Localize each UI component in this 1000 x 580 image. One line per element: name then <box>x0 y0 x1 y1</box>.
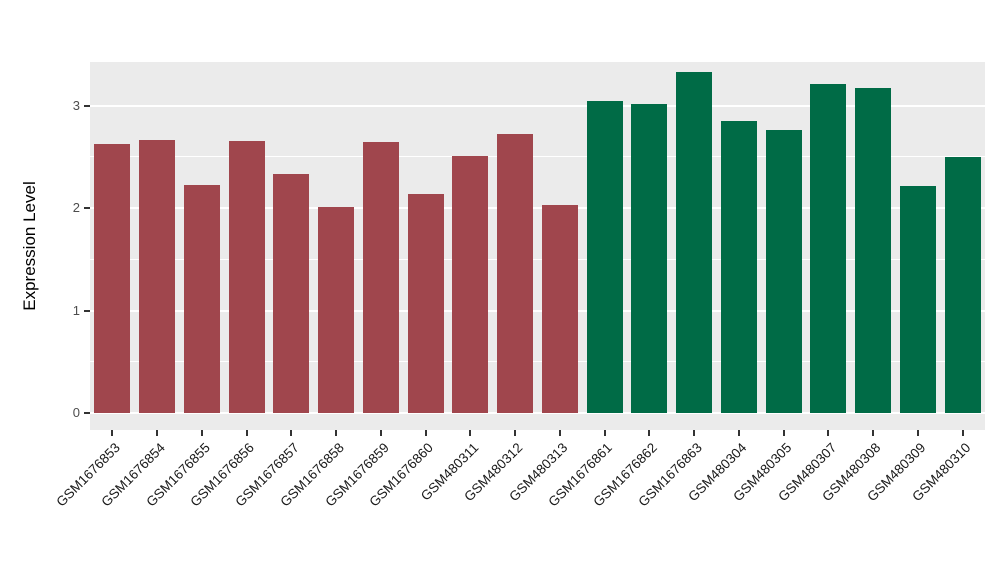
bar <box>183 185 220 413</box>
x-tick-mark <box>111 430 114 436</box>
gridline-minor <box>90 361 985 363</box>
gridline-major <box>90 104 985 107</box>
x-tick-mark <box>558 430 561 436</box>
x-tick-mark <box>737 430 740 436</box>
x-tick-mark <box>648 430 651 436</box>
bar <box>541 204 578 413</box>
bar <box>94 144 131 413</box>
bar <box>586 101 623 413</box>
bar <box>855 88 892 413</box>
gridline-major <box>90 207 985 209</box>
y-tick-label: 3 <box>72 97 80 113</box>
bar <box>676 71 713 413</box>
bar <box>631 104 668 413</box>
x-tick-mark <box>469 430 472 436</box>
x-tick-mark <box>916 430 919 436</box>
x-tick-mark <box>514 430 517 436</box>
y-tick-mark <box>84 104 90 107</box>
y-axis-title: Expression Level <box>20 181 39 311</box>
x-tick-mark <box>245 430 248 436</box>
gridline-minor <box>90 258 985 260</box>
gridline-major <box>90 309 985 312</box>
x-tick-mark <box>827 430 830 436</box>
x-tick-mark <box>603 430 606 436</box>
y-tick-label: 1 <box>72 302 80 318</box>
gridline-minor <box>90 156 985 158</box>
y-tick-mark <box>84 309 90 312</box>
plot-panel <box>90 62 985 430</box>
bar <box>944 156 981 413</box>
x-tick-mark <box>424 430 427 436</box>
bar <box>362 142 399 413</box>
y-tick-mark <box>84 207 90 209</box>
y-tick-mark <box>84 412 90 414</box>
bar <box>228 141 265 413</box>
x-tick-mark <box>872 430 875 436</box>
x-tick-mark <box>156 430 159 436</box>
bar <box>273 174 310 413</box>
x-tick-mark <box>379 430 382 436</box>
bar <box>497 134 534 413</box>
gridline-major <box>90 412 985 414</box>
x-tick-mark <box>693 430 696 436</box>
bar <box>452 155 489 413</box>
x-tick-mark <box>335 430 338 436</box>
bar <box>318 206 355 413</box>
x-tick-mark <box>961 430 964 436</box>
x-tick-mark <box>200 430 203 436</box>
bar <box>765 130 802 413</box>
x-tick-mark <box>782 430 785 436</box>
bar <box>720 120 757 413</box>
bar <box>407 193 444 413</box>
bar <box>810 83 847 413</box>
bar <box>899 186 936 413</box>
y-tick-label: 2 <box>72 200 80 215</box>
y-tick-label: 0 <box>72 405 80 420</box>
bar <box>139 140 176 413</box>
x-tick-mark <box>290 430 293 436</box>
